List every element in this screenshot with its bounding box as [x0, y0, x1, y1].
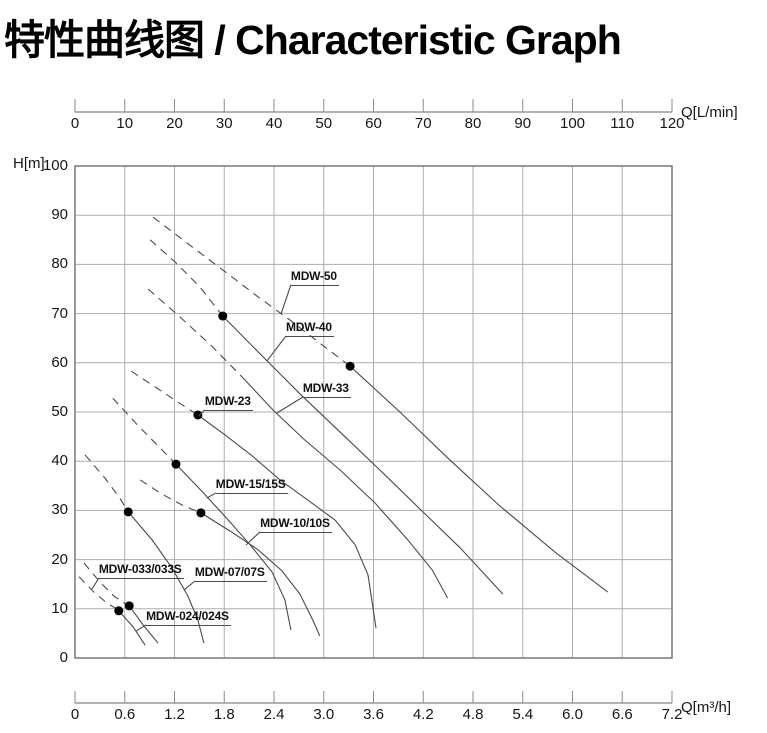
top-axis-tick-label: 20	[166, 115, 183, 132]
left-axis-unit-label: H[m]	[13, 155, 45, 172]
top-axis-tick-label: 50	[315, 115, 333, 132]
curve-dashed-mdw-07-07s	[84, 454, 129, 513]
curve-label-mdw-07-07s: MDW-07/07S	[194, 565, 267, 582]
duty-point-mdw-10-10s	[196, 508, 206, 518]
curve-solid-mdw-40	[222, 315, 504, 595]
bottom-axis-tick-label: 3.0	[313, 706, 335, 723]
left-axis-tick-label: 100	[42, 157, 68, 174]
bottom-axis-tick-label: 3.6	[363, 706, 384, 723]
curve-label-mdw-33: MDW-33	[302, 381, 351, 398]
leader-mdw-033-033s	[91, 577, 100, 590]
duty-point-mdw-024-024s	[114, 606, 124, 616]
leader-mdw-15-15s	[206, 492, 217, 499]
curve-label-mdw-024-024s: MDW-024/024S	[146, 609, 231, 626]
curve-solid-mdw-50	[349, 365, 609, 593]
top-axis-tick-label: 100	[559, 115, 586, 132]
top-axis-tick-label: 110	[610, 115, 635, 132]
top-axis-tick-label: 30	[215, 115, 233, 132]
page-title: 特性曲线图 / Characteristic Graph	[4, 17, 622, 63]
leader-mdw-07-07s	[183, 580, 196, 591]
top-axis-tick-label: 80	[464, 115, 482, 132]
curve-label-mdw-40: MDW-40	[285, 320, 334, 337]
curve-label-mdw-10-10s: MDW-10/10S	[260, 516, 332, 533]
curve-label-mdw-15-15s: MDW-15/15S	[215, 477, 288, 494]
curve-solid-mdw-024-024s	[118, 610, 146, 646]
curve-solid-mdw-15-15s	[175, 463, 292, 631]
curve-dashed-mdw-23	[130, 370, 199, 416]
bottom-axis-tick-label: 6.0	[562, 706, 583, 723]
left-axis-tick-label: 0	[59, 649, 68, 666]
top-axis-tick-label: 0	[70, 115, 80, 132]
plot-frame	[74, 165, 673, 659]
top-axis-tick-label: 90	[514, 115, 532, 132]
curve-dashed-mdw-15-15s	[112, 397, 177, 465]
duty-point-mdw-40	[218, 311, 228, 321]
duty-point-mdw-15-15s	[171, 459, 181, 469]
left-axis-tick-label: 90	[51, 206, 68, 224]
curve-solid-mdw-033-033s	[128, 605, 159, 644]
top-axis-tick-label: 70	[414, 115, 432, 132]
bottom-axis-tick-label: 1.8	[213, 706, 235, 723]
top-axis-tick-label: 60	[365, 115, 382, 132]
left-axis-tick-label: 60	[51, 353, 68, 371]
curve-dashed-mdw-024-024s	[78, 576, 120, 612]
curve-dashed-mdw-10-10s	[139, 479, 202, 514]
curve-dashed-mdw-50	[152, 216, 351, 367]
curve-label-mdw-50: MDW-50	[290, 269, 339, 286]
curve-solid-mdw-33	[242, 377, 449, 599]
bottom-axis-tick-label: 0.6	[114, 706, 136, 723]
bottom-axis-tick-label: 1.2	[164, 706, 185, 723]
left-axis-tick-label: 70	[51, 304, 68, 322]
bottom-axis-tick-label: 5.4	[512, 706, 534, 723]
bottom-axis-tick-label: 6.6	[611, 706, 633, 723]
bottom-axis-tick-label: 0	[70, 706, 80, 723]
bottom-axis-tick-label: 4.8	[462, 706, 484, 723]
bottom-axis-tick-label: 4.2	[412, 706, 434, 723]
curve-solid-mdw-10-10s	[200, 512, 321, 637]
top-axis-tick-label: 10	[116, 115, 134, 132]
left-axis-tick-label: 80	[51, 255, 68, 273]
top-axis-unit-label: Q[L/min]	[681, 104, 738, 121]
bottom-axis-unit-label: Q[m³/h]	[681, 699, 732, 716]
leader-mdw-33	[276, 396, 304, 414]
leader-mdw-024-024s	[135, 624, 147, 632]
duty-point-mdw-07-07s	[123, 507, 133, 517]
curve-label-mdw-23: MDW-23	[204, 394, 253, 411]
leader-mdw-40	[266, 335, 287, 362]
curve-solid-mdw-23	[197, 414, 377, 629]
curve-dashed-mdw-33	[147, 288, 244, 379]
left-axis-tick-label: 20	[51, 550, 68, 568]
curve-dashed-mdw-40	[149, 239, 224, 317]
curve-label-mdw-033-033s: MDW-033/033S	[98, 562, 184, 580]
curve-solid-mdw-07-07s	[127, 511, 205, 644]
leader-mdw-23	[198, 409, 206, 417]
leader-mdw-50	[280, 284, 292, 315]
bottom-axis-tick-label: 7.2	[661, 706, 683, 723]
left-axis-tick-label: 10	[51, 599, 68, 617]
duty-point-mdw-23	[193, 410, 203, 420]
duty-point-mdw-50	[345, 361, 355, 371]
top-axis-tick-label: 40	[265, 115, 283, 132]
left-axis-tick-label: 40	[51, 452, 68, 470]
left-axis-tick-label: 50	[51, 403, 68, 420]
bottom-axis-tick-label: 2.4	[263, 706, 285, 723]
left-axis-tick-label: 30	[51, 501, 68, 519]
top-axis-tick-label: 120	[659, 115, 685, 132]
duty-point-mdw-033-033s	[124, 601, 134, 611]
